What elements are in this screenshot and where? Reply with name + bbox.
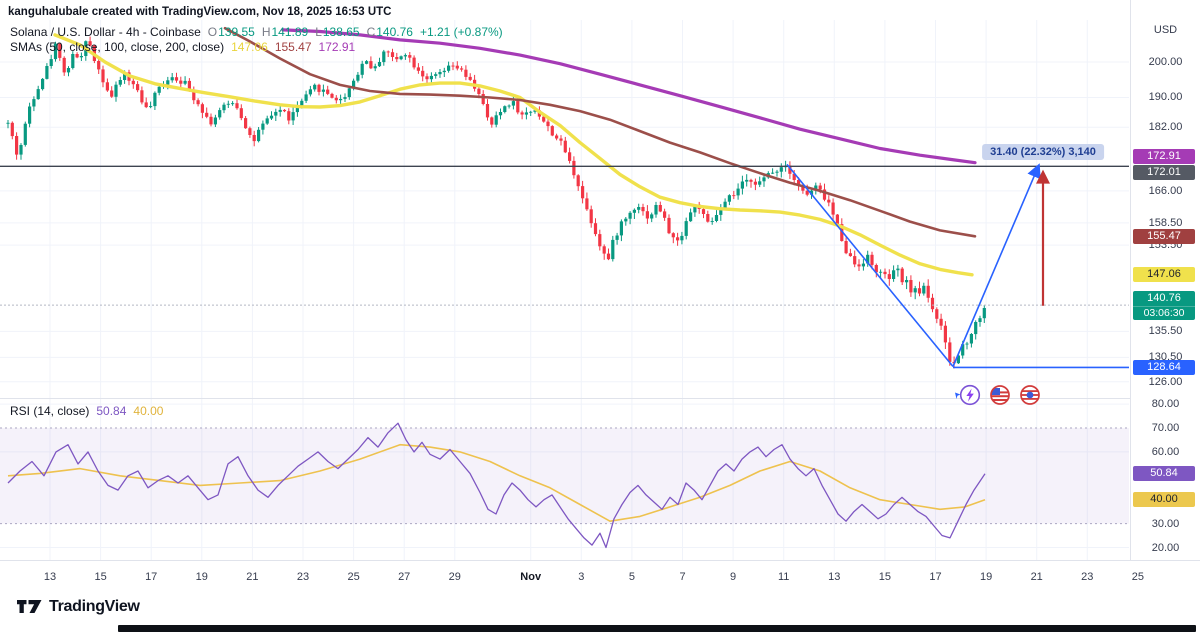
ohlc-high: H141.89 bbox=[261, 25, 309, 39]
price-tick-label: 182.00 bbox=[1148, 121, 1183, 134]
tradingview-logo[interactable]: TradingView bbox=[16, 597, 140, 616]
rsi-badge-50.84: 50.84 bbox=[1133, 466, 1195, 482]
time-tick-label: 19 bbox=[979, 571, 993, 583]
time-tick-label: 25 bbox=[1131, 571, 1145, 583]
price-badge-140.76: 140.76 03:06:30 bbox=[1133, 291, 1195, 321]
price-tick-label: 126.00 bbox=[1148, 375, 1183, 388]
time-axis[interactable]: 13 15 17 19 21 23 25 27 29 Nov 3 5 7 9 11 13 15 17 19 21 23 2… bbox=[0, 560, 1200, 592]
chart-canvas[interactable] bbox=[0, 0, 1130, 592]
reactions-row bbox=[954, 383, 1042, 412]
time-tick-label: 11 bbox=[777, 571, 790, 583]
sma-legend[interactable]: SMAs (50, close, 100, close, 200, close)… bbox=[10, 40, 355, 54]
footer: TradingView bbox=[0, 592, 1200, 632]
price-tick-label: 190.00 bbox=[1148, 91, 1183, 104]
sma-100-line bbox=[223, 26, 977, 238]
symbol-legend[interactable]: Solana / U.S. Dollar - 4h - Coinbase O13… bbox=[10, 25, 503, 39]
rsi-tick-label: 20.00 bbox=[1151, 541, 1180, 554]
bottom-black-bar bbox=[118, 625, 1196, 632]
measure-label[interactable]: 31.40 (22.32%) 3,140 bbox=[982, 143, 1104, 160]
time-tick-label: 3 bbox=[578, 571, 585, 583]
time-tick-label: 9 bbox=[730, 571, 737, 583]
rsi-value: 50.84 bbox=[96, 404, 127, 418]
sma-200-line bbox=[281, 28, 977, 165]
price-badge-172.91: 172.91 bbox=[1133, 149, 1195, 165]
rsi-tick-label: 30.00 bbox=[1151, 517, 1180, 530]
tradingview-logo-icon bbox=[17, 600, 42, 613]
rsi-tick-label: 70.00 bbox=[1151, 422, 1180, 434]
rsi-title: RSI (14, close) bbox=[10, 404, 90, 418]
time-tick-label: 15 bbox=[878, 571, 892, 583]
rsi-line bbox=[7, 422, 986, 549]
last-price-value: 140.76 bbox=[1147, 292, 1181, 305]
rsi-ma-line bbox=[7, 443, 986, 522]
price-badge-155.47: 155.47 bbox=[1133, 228, 1195, 244]
pane-divider[interactable] bbox=[0, 398, 1200, 399]
trendline-down bbox=[786, 163, 954, 368]
time-tick-label: 21 bbox=[1030, 571, 1043, 583]
price-tick-label: 135.50 bbox=[1148, 325, 1183, 338]
time-tick-label: 5 bbox=[628, 571, 635, 583]
trendline-up-arrow bbox=[952, 163, 1041, 367]
boost-cursor-icon bbox=[955, 392, 961, 399]
rsi-badge-40.00: 40.00 bbox=[1133, 492, 1195, 508]
price-axis[interactable]: USD 200.00 190.00 182.00 166.00 158.50 153.50… bbox=[1130, 0, 1200, 592]
sma50-value: 147.06 bbox=[231, 40, 268, 54]
time-tick-label: Nov bbox=[520, 571, 542, 583]
rsi-tick-label: 60.00 bbox=[1151, 445, 1180, 458]
candles-layer bbox=[6, 36, 986, 369]
price-badge-128.64: 128.64 bbox=[1133, 359, 1195, 375]
ohlc-low: L138.65 bbox=[315, 25, 360, 39]
sma200-value: 172.91 bbox=[318, 40, 356, 54]
measure-arrow bbox=[1036, 169, 1050, 306]
attribution: kanguhalubale created with TradingView.c… bbox=[8, 6, 392, 18]
price-badge-172.01: 172.01 bbox=[1133, 165, 1195, 181]
time-tick-label: 29 bbox=[448, 571, 461, 583]
time-tick-label: 17 bbox=[145, 571, 158, 583]
time-tick-label: 19 bbox=[195, 571, 208, 583]
tradingview-logo-text: TradingView bbox=[49, 597, 140, 615]
ohlc-open: O139.55 bbox=[207, 25, 255, 39]
price-tick-label: 200.00 bbox=[1148, 56, 1183, 68]
price-badge-147.06: 147.06 bbox=[1133, 267, 1195, 283]
time-tick-label: 17 bbox=[929, 571, 942, 583]
bar-countdown: 03:06:30 bbox=[1133, 306, 1195, 320]
price-tick-label: 166.00 bbox=[1148, 184, 1183, 197]
sma-title: SMAs (50, close, 100, close, 200, close) bbox=[10, 40, 225, 54]
rsi-band bbox=[0, 428, 1129, 524]
symbol-title: Solana / U.S. Dollar - 4h - Coinbase bbox=[10, 25, 201, 39]
sma-50-line bbox=[53, 33, 974, 277]
time-tick-label: 27 bbox=[398, 571, 411, 583]
time-tick-label: 15 bbox=[94, 571, 107, 583]
sma100-value: 155.47 bbox=[274, 40, 312, 54]
time-tick-label: 23 bbox=[1081, 571, 1094, 583]
rsi-legend[interactable]: RSI (14, close) 50.84 40.00 bbox=[10, 404, 163, 418]
flag-reaction-icon[interactable] bbox=[988, 383, 1012, 412]
time-tick-label: 13 bbox=[828, 571, 841, 583]
time-tick-label: 13 bbox=[43, 571, 57, 583]
time-tick-label: 25 bbox=[347, 571, 360, 583]
price-change: +1.21 (+0.87%) bbox=[419, 25, 503, 39]
ohlc-close: C140.76 bbox=[366, 25, 413, 39]
price-tick-label: 158.50 bbox=[1148, 216, 1183, 229]
rsi-ma-value: 40.00 bbox=[133, 404, 164, 418]
boost-lightning-icon[interactable] bbox=[954, 383, 982, 412]
time-tick-label: 23 bbox=[296, 571, 310, 583]
axis-currency-label: USD bbox=[1153, 24, 1178, 36]
globe-reaction-icon[interactable] bbox=[1018, 383, 1042, 412]
rsi-tick-label: 80.00 bbox=[1151, 398, 1180, 411]
time-tick-label: 21 bbox=[246, 571, 259, 583]
time-tick-label: 7 bbox=[679, 571, 686, 583]
